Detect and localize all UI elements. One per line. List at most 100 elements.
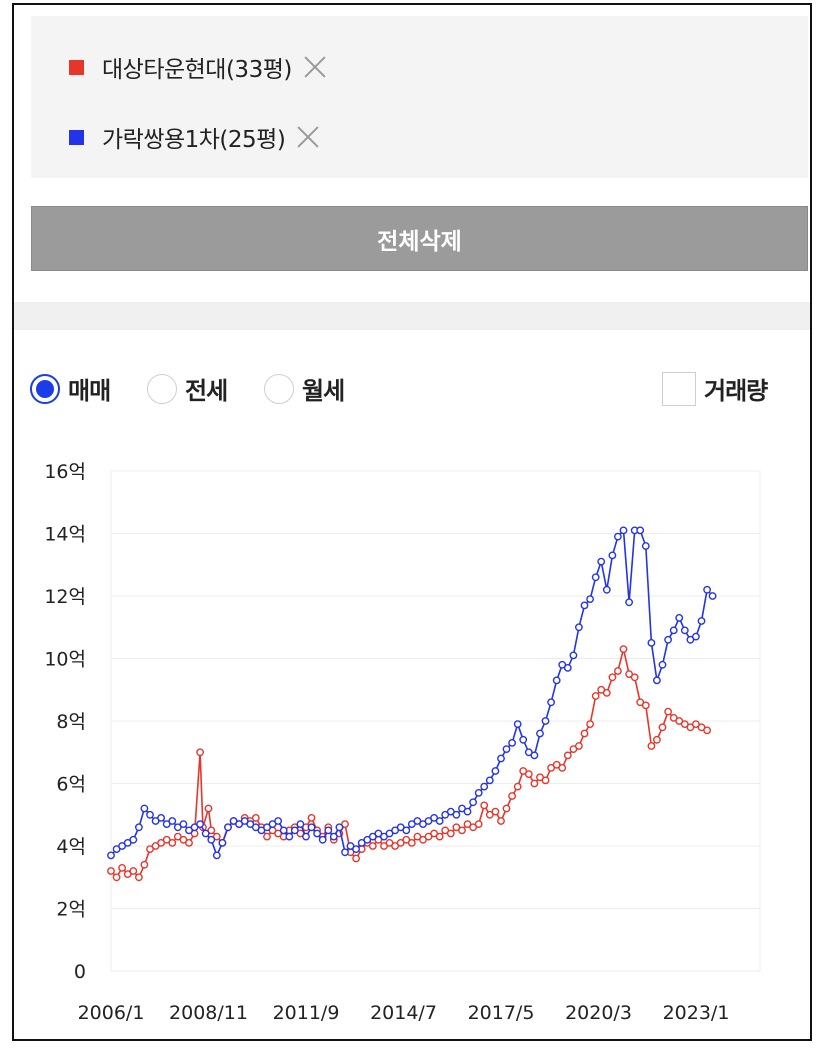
data-point bbox=[614, 667, 622, 675]
radio-label: 월세 bbox=[302, 377, 345, 405]
radio-button[interactable] bbox=[264, 373, 294, 404]
x-tick-label: 2011/9 bbox=[273, 1002, 340, 1024]
data-point bbox=[586, 720, 594, 728]
data-point bbox=[218, 838, 227, 847]
data-point bbox=[140, 860, 149, 869]
data-point bbox=[630, 673, 639, 682]
y-tick-label: 2억 bbox=[56, 899, 86, 921]
data-point bbox=[497, 817, 505, 825]
data-point bbox=[675, 613, 684, 622]
data-point bbox=[207, 835, 216, 844]
data-point bbox=[341, 820, 349, 828]
data-point bbox=[692, 632, 700, 641]
data-point bbox=[296, 829, 305, 838]
data-point bbox=[446, 807, 455, 816]
radio-option-sale[interactable]: 매매 bbox=[30, 371, 111, 406]
data-point bbox=[658, 660, 667, 669]
data-point bbox=[135, 823, 143, 832]
data-point bbox=[235, 820, 244, 828]
data-point bbox=[441, 826, 450, 835]
data-point bbox=[190, 823, 199, 832]
data-point bbox=[686, 635, 695, 644]
data-point bbox=[524, 748, 533, 757]
data-point bbox=[357, 838, 366, 847]
data-point bbox=[385, 829, 394, 838]
data-point bbox=[597, 685, 606, 694]
data-point bbox=[563, 751, 572, 760]
data-point bbox=[424, 817, 433, 825]
data-point bbox=[569, 651, 578, 660]
data-point bbox=[352, 845, 360, 853]
data-point bbox=[129, 835, 138, 844]
data-point bbox=[173, 832, 182, 841]
radio-button[interactable] bbox=[30, 373, 60, 404]
y-tick-label: 12억 bbox=[44, 586, 86, 608]
data-point bbox=[263, 823, 271, 832]
data-point bbox=[697, 617, 706, 625]
data-point bbox=[368, 832, 377, 841]
data-point bbox=[363, 835, 372, 844]
data-point bbox=[307, 823, 316, 832]
radio-option-jeonse[interactable]: 전세 bbox=[147, 371, 228, 406]
data-point bbox=[547, 763, 555, 772]
x-tick-label: 2008/11 bbox=[169, 1002, 248, 1024]
data-point bbox=[385, 838, 394, 847]
data-point bbox=[341, 848, 349, 857]
data-point bbox=[204, 804, 213, 813]
delete-all-button[interactable]: 전체삭제 bbox=[31, 206, 808, 271]
data-point bbox=[435, 817, 444, 825]
data-point bbox=[452, 823, 461, 832]
data-point bbox=[207, 826, 216, 835]
data-point bbox=[123, 870, 132, 878]
volume-toggle[interactable]: 거래량 bbox=[662, 371, 768, 406]
data-point bbox=[274, 829, 282, 838]
data-point bbox=[162, 835, 171, 844]
close-icon[interactable] bbox=[302, 54, 328, 80]
data-point bbox=[575, 623, 583, 632]
data-point bbox=[413, 817, 422, 825]
data-point bbox=[146, 845, 154, 853]
section-divider bbox=[14, 302, 810, 330]
x-tick-label: 2020/3 bbox=[565, 1002, 632, 1024]
data-point bbox=[335, 823, 344, 832]
data-point bbox=[179, 820, 188, 828]
data-point bbox=[653, 676, 661, 685]
data-point bbox=[575, 742, 583, 750]
data-point bbox=[647, 742, 656, 750]
data-point bbox=[480, 801, 489, 810]
data-point bbox=[279, 826, 288, 835]
data-point bbox=[558, 660, 567, 669]
data-point bbox=[274, 817, 282, 825]
data-point bbox=[290, 826, 299, 835]
data-point bbox=[246, 820, 255, 828]
panel-frame: 대상타운현대(33평) 가락쌍용1차(25평) 전체삭제 매매 전세 월세 거래… bbox=[12, 3, 812, 1041]
data-point bbox=[485, 776, 494, 785]
data-point bbox=[530, 779, 539, 788]
data-point bbox=[157, 838, 166, 847]
y-tick-label: 8억 bbox=[56, 711, 86, 733]
data-point bbox=[469, 798, 477, 807]
compare-item-label: 가락쌍용1차(25평) bbox=[102, 127, 286, 153]
radio-option-monthly-rent[interactable]: 월세 bbox=[264, 371, 345, 406]
data-point bbox=[664, 707, 672, 716]
data-point bbox=[107, 867, 115, 875]
data-point bbox=[463, 820, 472, 828]
data-point bbox=[251, 813, 260, 822]
data-point bbox=[346, 842, 355, 850]
data-point bbox=[196, 820, 205, 828]
volume-checkbox[interactable] bbox=[662, 371, 696, 406]
data-point bbox=[146, 810, 154, 819]
data-point bbox=[251, 823, 260, 832]
close-icon[interactable] bbox=[295, 124, 321, 150]
data-point bbox=[602, 688, 611, 697]
data-point bbox=[196, 748, 205, 757]
data-point bbox=[658, 723, 667, 732]
data-point bbox=[614, 532, 622, 541]
radio-button[interactable] bbox=[147, 373, 177, 404]
data-point bbox=[552, 676, 561, 685]
data-point bbox=[112, 873, 121, 882]
y-tick-label: 6억 bbox=[56, 774, 86, 796]
data-point bbox=[513, 720, 522, 728]
data-point bbox=[619, 645, 628, 654]
data-point bbox=[107, 851, 115, 860]
